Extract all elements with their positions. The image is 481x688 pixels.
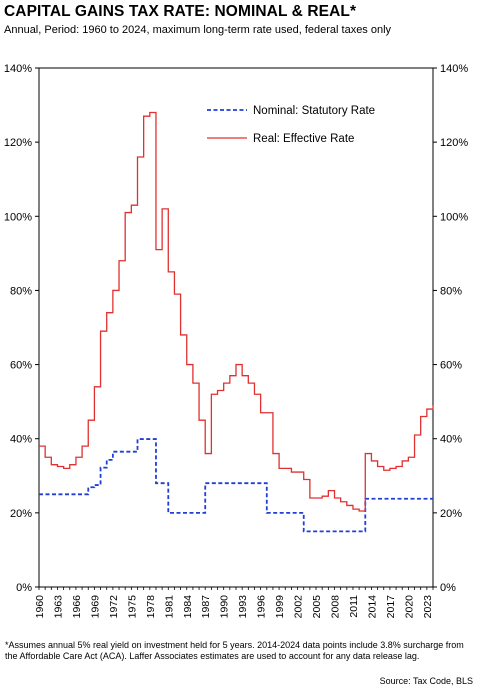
y-tick-label-right: 0%	[440, 582, 456, 594]
footnote: *Assumes annual 5% real yield on investm…	[5, 640, 464, 661]
series-nominal-line	[39, 438, 433, 533]
legend-label: Real: Effective Rate	[253, 133, 354, 145]
x-tick-label: 1981	[163, 595, 175, 619]
x-tick-label: 1999	[274, 595, 286, 619]
y-tick-label-right: 80%	[440, 285, 462, 297]
source-note: Source: Tax Code, BLS	[379, 676, 473, 686]
y-tick-label-left: 40%	[10, 434, 32, 446]
chart-title: CAPITAL GAINS TAX RATE: NOMINAL & REAL*	[4, 3, 357, 20]
legend-label: Nominal: Statutory Rate	[253, 105, 375, 117]
x-tick-label: 1960	[34, 595, 46, 619]
chart-subtitle: Annual, Period: 1960 to 2024, maximum lo…	[4, 24, 392, 36]
y-tick-label-right: 40%	[440, 434, 462, 446]
y-tick-label-right: 100%	[440, 211, 468, 223]
plot-frame	[38, 67, 434, 588]
series-real-line	[39, 111, 434, 512]
x-tick-label: 2020	[403, 595, 415, 619]
y-tick-label-left: 0%	[16, 582, 32, 594]
x-tick-label: 1966	[71, 595, 83, 619]
y-tick-label-right: 140%	[440, 63, 468, 75]
y-tick-label-left: 20%	[10, 508, 32, 520]
x-tick-label: 1975	[126, 595, 138, 619]
x-tick-label: 1969	[89, 595, 101, 619]
x-tick-label: 1963	[52, 595, 64, 619]
y-tick-label-left: 80%	[10, 285, 32, 297]
x-tick-label: 2014	[366, 595, 378, 619]
x-tick-label: 1978	[145, 595, 157, 619]
x-tick-label: 1987	[200, 595, 212, 619]
x-tick-label: 1990	[219, 595, 231, 619]
x-tick-label: 2011	[348, 595, 360, 618]
x-tick-label: 1993	[237, 595, 249, 619]
x-tick-label: 2023	[422, 595, 434, 619]
x-tick-label: 1984	[182, 595, 194, 619]
x-tick-label: 2008	[330, 595, 342, 619]
y-tick-label-right: 20%	[440, 508, 462, 520]
x-tick-label: 2005	[311, 595, 323, 619]
y-tick-label-right: 120%	[440, 137, 468, 149]
y-tick-label-left: 60%	[10, 360, 32, 372]
x-tick-label: 2002	[293, 595, 305, 619]
x-tick-label: 1996	[256, 595, 268, 619]
y-tick-label-left: 140%	[4, 63, 32, 75]
x-tick-label: 1972	[108, 595, 120, 619]
x-tick-label: 2017	[385, 595, 397, 619]
line-chart: 0% 0% 20% 20% 40% 40% 60% 60% 80% 80% 100% 100% 120%…	[4, 63, 468, 619]
y-tick-label-right: 60%	[440, 360, 462, 372]
y-tick-label-left: 100%	[4, 211, 32, 223]
y-tick-label-left: 120%	[4, 137, 32, 149]
